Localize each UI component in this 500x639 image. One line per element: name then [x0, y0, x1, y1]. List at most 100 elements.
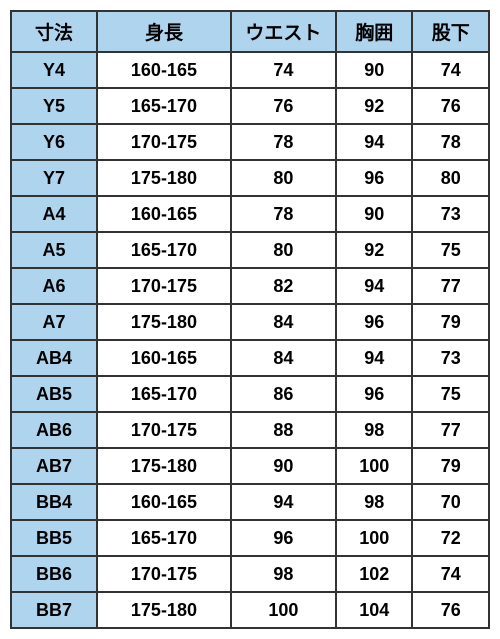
value-cell: 165-170	[97, 232, 231, 268]
value-cell: 175-180	[97, 448, 231, 484]
value-cell: 98	[336, 484, 412, 520]
size-cell: Y5	[11, 88, 97, 124]
value-cell: 94	[336, 124, 412, 160]
col-header-0: 寸法	[11, 11, 97, 52]
header-row: 寸法身長ウエスト胸囲股下	[11, 11, 489, 52]
value-cell: 160-165	[97, 340, 231, 376]
value-cell: 80	[231, 232, 336, 268]
value-cell: 82	[231, 268, 336, 304]
value-cell: 100	[231, 592, 336, 628]
table-row: Y5165-170769276	[11, 88, 489, 124]
value-cell: 94	[336, 340, 412, 376]
table-row: A7175-180849679	[11, 304, 489, 340]
size-cell: AB4	[11, 340, 97, 376]
table-row: AB4160-165849473	[11, 340, 489, 376]
value-cell: 86	[231, 376, 336, 412]
value-cell: 170-175	[97, 412, 231, 448]
size-cell: BB6	[11, 556, 97, 592]
value-cell: 96	[231, 520, 336, 556]
value-cell: 98	[231, 556, 336, 592]
value-cell: 175-180	[97, 304, 231, 340]
value-cell: 96	[336, 376, 412, 412]
table-row: BB5165-1709610072	[11, 520, 489, 556]
size-cell: AB5	[11, 376, 97, 412]
value-cell: 74	[412, 52, 489, 88]
size-cell: A4	[11, 196, 97, 232]
size-cell: AB6	[11, 412, 97, 448]
value-cell: 78	[231, 124, 336, 160]
value-cell: 80	[412, 160, 489, 196]
value-cell: 92	[336, 88, 412, 124]
table-row: Y6170-175789478	[11, 124, 489, 160]
size-cell: AB7	[11, 448, 97, 484]
value-cell: 165-170	[97, 376, 231, 412]
table-row: A6170-175829477	[11, 268, 489, 304]
value-cell: 79	[412, 448, 489, 484]
value-cell: 84	[231, 340, 336, 376]
value-cell: 98	[336, 412, 412, 448]
value-cell: 94	[336, 268, 412, 304]
size-cell: A7	[11, 304, 97, 340]
value-cell: 73	[412, 340, 489, 376]
value-cell: 76	[412, 88, 489, 124]
value-cell: 170-175	[97, 268, 231, 304]
value-cell: 90	[231, 448, 336, 484]
value-cell: 94	[231, 484, 336, 520]
value-cell: 78	[231, 196, 336, 232]
value-cell: 160-165	[97, 52, 231, 88]
table-row: BB7175-18010010476	[11, 592, 489, 628]
col-header-4: 股下	[412, 11, 489, 52]
col-header-2: ウエスト	[231, 11, 336, 52]
value-cell: 90	[336, 52, 412, 88]
size-cell: A6	[11, 268, 97, 304]
value-cell: 76	[231, 88, 336, 124]
value-cell: 73	[412, 196, 489, 232]
value-cell: 170-175	[97, 556, 231, 592]
value-cell: 92	[336, 232, 412, 268]
value-cell: 74	[231, 52, 336, 88]
value-cell: 77	[412, 412, 489, 448]
value-cell: 75	[412, 376, 489, 412]
value-cell: 100	[336, 448, 412, 484]
value-cell: 84	[231, 304, 336, 340]
table-row: AB6170-175889877	[11, 412, 489, 448]
table-row: AB7175-1809010079	[11, 448, 489, 484]
value-cell: 76	[412, 592, 489, 628]
table-row: Y7175-180809680	[11, 160, 489, 196]
value-cell: 96	[336, 160, 412, 196]
value-cell: 165-170	[97, 520, 231, 556]
value-cell: 170-175	[97, 124, 231, 160]
value-cell: 96	[336, 304, 412, 340]
size-cell: Y4	[11, 52, 97, 88]
table-row: AB5165-170869675	[11, 376, 489, 412]
value-cell: 104	[336, 592, 412, 628]
value-cell: 90	[336, 196, 412, 232]
size-cell: BB7	[11, 592, 97, 628]
sizing-table: 寸法身長ウエスト胸囲股下 Y4160-165749074Y5165-170769…	[10, 10, 490, 629]
value-cell: 77	[412, 268, 489, 304]
value-cell: 160-165	[97, 196, 231, 232]
value-cell: 72	[412, 520, 489, 556]
value-cell: 160-165	[97, 484, 231, 520]
size-cell: Y6	[11, 124, 97, 160]
table-row: A5165-170809275	[11, 232, 489, 268]
value-cell: 79	[412, 304, 489, 340]
size-cell: A5	[11, 232, 97, 268]
value-cell: 175-180	[97, 160, 231, 196]
value-cell: 88	[231, 412, 336, 448]
table-row: BB6170-1759810274	[11, 556, 489, 592]
value-cell: 102	[336, 556, 412, 592]
value-cell: 70	[412, 484, 489, 520]
table-head: 寸法身長ウエスト胸囲股下	[11, 11, 489, 52]
value-cell: 75	[412, 232, 489, 268]
size-cell: BB4	[11, 484, 97, 520]
value-cell: 175-180	[97, 592, 231, 628]
value-cell: 74	[412, 556, 489, 592]
size-cell: BB5	[11, 520, 97, 556]
value-cell: 165-170	[97, 88, 231, 124]
table-row: A4160-165789073	[11, 196, 489, 232]
value-cell: 80	[231, 160, 336, 196]
table-row: Y4160-165749074	[11, 52, 489, 88]
table-body: Y4160-165749074Y5165-170769276Y6170-1757…	[11, 52, 489, 628]
size-cell: Y7	[11, 160, 97, 196]
